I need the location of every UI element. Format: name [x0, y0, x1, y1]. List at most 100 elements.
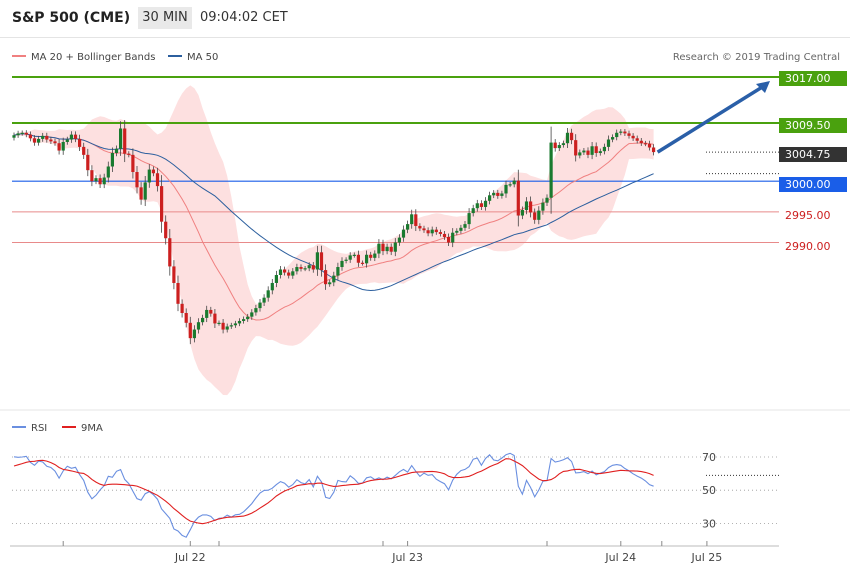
candle-body	[410, 214, 414, 225]
candle-body	[471, 208, 475, 214]
candle-body	[168, 238, 172, 267]
candle-body	[561, 143, 565, 146]
time-axis-group: Jul 22 Jul 23 Jul 24 Jul 25	[10, 541, 779, 564]
candle-body	[86, 154, 90, 171]
candle-body	[311, 265, 315, 270]
rsi-swatch	[12, 426, 26, 428]
candle-body	[324, 270, 328, 285]
candle-body	[258, 302, 262, 309]
candle-body	[356, 254, 360, 263]
candle-body	[602, 146, 606, 152]
candle-body	[500, 193, 504, 196]
candle-body	[570, 132, 574, 141]
candle-body	[225, 326, 229, 330]
credit-text: Research © 2019 Trading Central	[672, 52, 840, 63]
candle-body	[61, 141, 65, 151]
candle-body	[643, 143, 647, 145]
candle-body	[447, 236, 451, 243]
candle-body	[418, 225, 422, 229]
candle-body	[188, 322, 192, 339]
candle-body	[278, 269, 283, 275]
candle-body	[106, 166, 110, 178]
candle-body	[307, 265, 311, 269]
candle-body	[582, 150, 586, 153]
candle-body	[151, 169, 155, 174]
candle-body	[578, 152, 582, 156]
candle-body	[483, 200, 488, 207]
candle-body	[635, 138, 639, 141]
legend-ma50: MA 50	[168, 52, 218, 63]
candle-body	[344, 259, 348, 261]
candle-body	[12, 135, 16, 138]
candle-body	[377, 243, 381, 254]
timestamp: 09:04:02 CET	[200, 10, 288, 25]
rsi-series-1	[13, 458, 654, 525]
candle-body	[455, 230, 459, 233]
candle-body	[119, 128, 123, 149]
candle-body	[233, 323, 237, 326]
time-axis-label: Jul 24	[604, 551, 636, 564]
candle-body	[123, 128, 127, 154]
candle-body	[414, 214, 418, 226]
candle-body	[426, 230, 430, 234]
period-selector[interactable]: 30 MIN	[138, 7, 192, 29]
candle-body	[619, 131, 623, 133]
candle-body	[127, 153, 131, 155]
candle-body	[365, 254, 369, 264]
last-price-tag: 3004.75	[779, 147, 847, 162]
candle-body	[557, 145, 561, 149]
candle-body	[319, 252, 324, 271]
candle-body	[266, 290, 270, 298]
candle-body	[78, 138, 82, 147]
candle-body	[463, 224, 467, 228]
candle-body	[49, 139, 53, 142]
candle-body	[553, 142, 557, 149]
legend-rsi: RSI	[12, 423, 47, 434]
candle-body	[143, 182, 147, 200]
candle-body	[647, 143, 652, 148]
candle-body	[406, 224, 410, 230]
legend-rsi-ma: 9MA	[62, 423, 103, 434]
instrument-title: S&P 500 (CME)	[12, 10, 131, 26]
candle-body	[389, 246, 393, 252]
candle-body	[574, 140, 578, 156]
candle-body	[37, 138, 41, 143]
time-axis-label: Jul 22	[174, 551, 206, 564]
candle-body	[606, 139, 611, 147]
candle-body	[192, 329, 196, 339]
candle-body	[393, 242, 397, 252]
candle-body	[529, 201, 533, 213]
candle-body	[631, 135, 635, 139]
candle-body	[397, 237, 401, 243]
candle-body	[201, 317, 205, 323]
candle-body	[369, 254, 373, 258]
candle-body	[533, 212, 537, 220]
chart-header: S&P 500 (CME) 30 MIN 09:04:02 CET	[0, 0, 850, 36]
candle-body	[541, 202, 545, 211]
candle-body	[24, 132, 28, 135]
level-lines-group	[12, 76, 779, 244]
candle-body	[652, 147, 656, 153]
candle-body	[492, 192, 496, 196]
candle-body	[520, 210, 524, 216]
rsi-tick-label: 70	[702, 451, 716, 464]
candle-body	[627, 133, 631, 136]
legend-ma20: MA 20 + Bollinger Bands	[12, 52, 155, 63]
candle-body	[467, 213, 471, 225]
candle-body	[401, 229, 406, 238]
candle-body	[381, 243, 385, 252]
header-divider	[0, 37, 850, 38]
candle-body	[164, 221, 168, 239]
level-tag-3009-50: 3009.50	[779, 118, 847, 133]
legend-rsi-ma-label: 9MA	[81, 423, 103, 434]
candle-body	[41, 135, 45, 139]
candle-body	[250, 312, 254, 317]
candle-body	[176, 282, 180, 304]
candle-body	[639, 140, 643, 144]
legend-rsi-label: RSI	[31, 423, 48, 434]
candle-body	[217, 322, 221, 325]
candle-body	[611, 137, 615, 140]
candle-body	[434, 229, 438, 233]
